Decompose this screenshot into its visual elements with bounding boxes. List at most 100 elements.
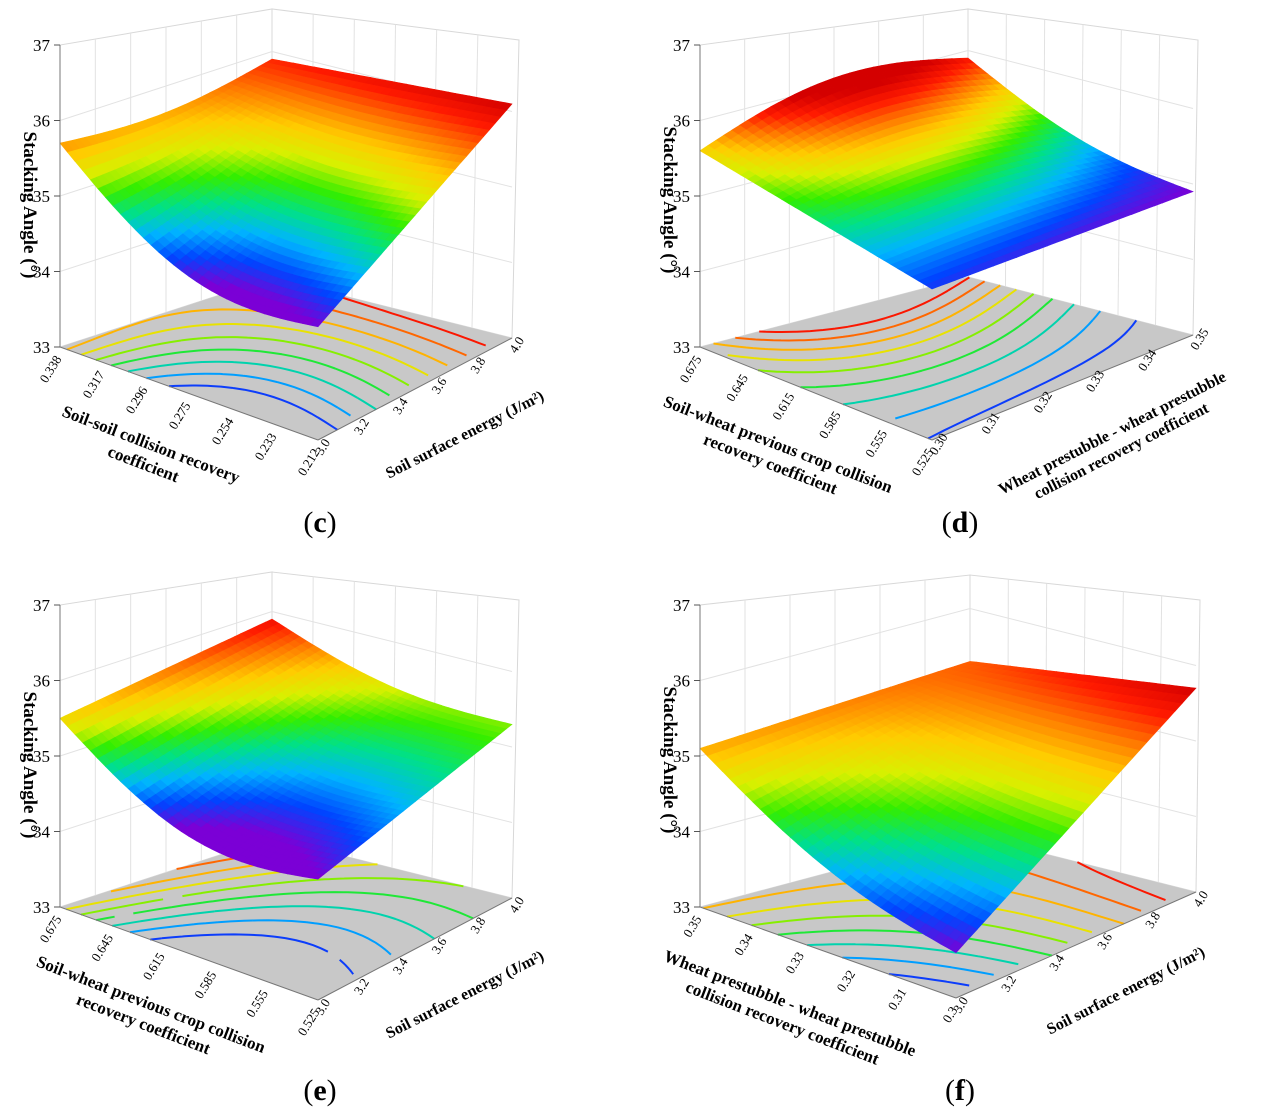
x-tick-label: 0.296 xyxy=(122,383,150,416)
surface-cell xyxy=(924,281,941,290)
z-tick-label: 35 xyxy=(33,187,50,206)
contour-line xyxy=(800,298,1054,389)
panel-e: 33 34 35 36 37 Stacking Angle (°) 0.675 0.645 0.… xyxy=(0,560,640,1120)
z-axis-label: Stacking Angle (°) xyxy=(659,127,680,274)
z-tick-label: 37 xyxy=(33,596,51,615)
x-axis xyxy=(699,346,933,441)
y-axis-label: Soil surface energy (J/m²) xyxy=(1044,944,1208,1039)
z-tick-label: 33 xyxy=(33,898,50,917)
x-tick-label: 0.585 xyxy=(816,408,844,441)
x-tick-label: 0.317 xyxy=(79,368,107,401)
contour-line xyxy=(842,956,994,976)
z-axis-label: Stacking Angle (°) xyxy=(659,687,680,834)
y-tick-label: 3.2 xyxy=(351,415,372,437)
y-tick-label: 3.2 xyxy=(351,975,372,997)
panel-c: 33 34 35 36 37 Stacking Angle (°) 0.338 0.317 0.… xyxy=(0,0,640,560)
y-tick-label: 3.0 xyxy=(312,996,333,1018)
y-axis xyxy=(931,334,1194,441)
grid-line xyxy=(59,610,513,681)
y-tick-label: 3.8 xyxy=(467,914,488,936)
contour-line xyxy=(129,919,392,956)
panel-d: 33 34 35 36 37 Stacking Angle (°) 0.675 0.645 0.… xyxy=(640,0,1280,560)
caption-f: (f) xyxy=(945,1074,975,1107)
caption-d: (d) xyxy=(941,506,979,539)
z-tick-label: 33 xyxy=(33,338,50,357)
x-tick-label: 0.555 xyxy=(862,427,890,460)
caption-e: (e) xyxy=(303,1074,337,1107)
contour-line xyxy=(146,372,352,417)
surface-cell xyxy=(309,318,325,328)
contour-line xyxy=(80,877,464,916)
z-tick-label: 37 xyxy=(33,36,51,55)
x-tick-label: 0.34 xyxy=(731,930,756,958)
surface xyxy=(59,58,513,328)
y-axis xyxy=(955,891,1197,999)
surface-cell xyxy=(948,940,964,954)
y-axis xyxy=(317,897,513,1001)
z-tick-label: 35 xyxy=(673,747,690,766)
contour-line xyxy=(127,360,377,411)
contour-line xyxy=(168,384,338,431)
x-tick-label: 0.615 xyxy=(140,950,168,983)
y-tick-label: 0.35 xyxy=(1187,325,1212,352)
contour-line xyxy=(96,891,474,922)
x-axis xyxy=(59,906,319,1001)
x-tick-label: 0.31 xyxy=(885,985,910,1012)
z-tick-label: 36 xyxy=(33,112,50,131)
x-tick-label: 0.338 xyxy=(36,353,64,386)
contour-line xyxy=(727,288,1017,362)
y-tick-label: 4.0 xyxy=(1190,888,1211,910)
z-axis-label: Stacking Angle (°) xyxy=(19,692,40,839)
contour-line xyxy=(759,276,970,333)
x-axis xyxy=(699,906,957,999)
surface xyxy=(59,618,513,880)
contour-line xyxy=(1076,861,1166,902)
contour-floor xyxy=(700,277,1193,440)
z-tick-label: 35 xyxy=(673,187,690,206)
z-tick-label: 36 xyxy=(673,672,690,691)
y-axis-label-line: Soil surface energy (J/m²) xyxy=(1044,944,1208,1039)
grid-line xyxy=(699,607,1197,681)
surface xyxy=(699,661,1197,954)
x-tick-label: 0.275 xyxy=(165,399,193,432)
contour-line xyxy=(807,943,1019,966)
contour-floor xyxy=(60,278,512,440)
grid-line xyxy=(1157,595,1163,883)
contour-line xyxy=(80,323,429,377)
x-axis xyxy=(59,346,319,441)
surface xyxy=(699,57,1194,290)
contour-line xyxy=(95,336,410,387)
x-tick-label: 0.32 xyxy=(833,967,858,994)
z-tick-label: 36 xyxy=(673,112,690,131)
x-tick-label: 0.254 xyxy=(208,414,236,447)
x-tick-label: 0.3 xyxy=(939,1004,960,1026)
contour-line xyxy=(735,280,986,342)
contour-line xyxy=(757,293,1035,374)
panel-f: 33 34 35 36 37 Stacking Angle (°) 0.35 0.34 0.33… xyxy=(640,560,1280,1120)
contour-line xyxy=(842,303,1075,406)
x-axis-label: Soil-soil collision recoverycoefficient xyxy=(52,402,243,507)
contour-line xyxy=(713,284,1001,351)
y-axis xyxy=(317,337,513,441)
z-tick-label: 35 xyxy=(33,747,50,766)
x-tick-label: 0.585 xyxy=(191,968,219,1001)
x-tick-label: 0.645 xyxy=(723,371,751,404)
x-tick-label: 0.615 xyxy=(769,390,797,423)
z-tick-label: 33 xyxy=(673,898,690,917)
caption-c: (c) xyxy=(303,506,337,539)
z-tick-label: 34 xyxy=(673,263,691,282)
y-tick-label: 3.0 xyxy=(312,436,333,458)
contour-line xyxy=(888,973,970,987)
x-tick-label: 0.675 xyxy=(676,353,704,386)
contour-line xyxy=(111,348,390,397)
x-tick-label: 0.675 xyxy=(36,913,64,946)
y-tick-label: 3.2 xyxy=(998,973,1019,995)
z-tick-label: 36 xyxy=(33,672,50,691)
contour-line xyxy=(927,319,1138,440)
x-tick-label: 0.645 xyxy=(88,931,116,964)
z-axis-label: Stacking Angle (°) xyxy=(19,132,40,279)
